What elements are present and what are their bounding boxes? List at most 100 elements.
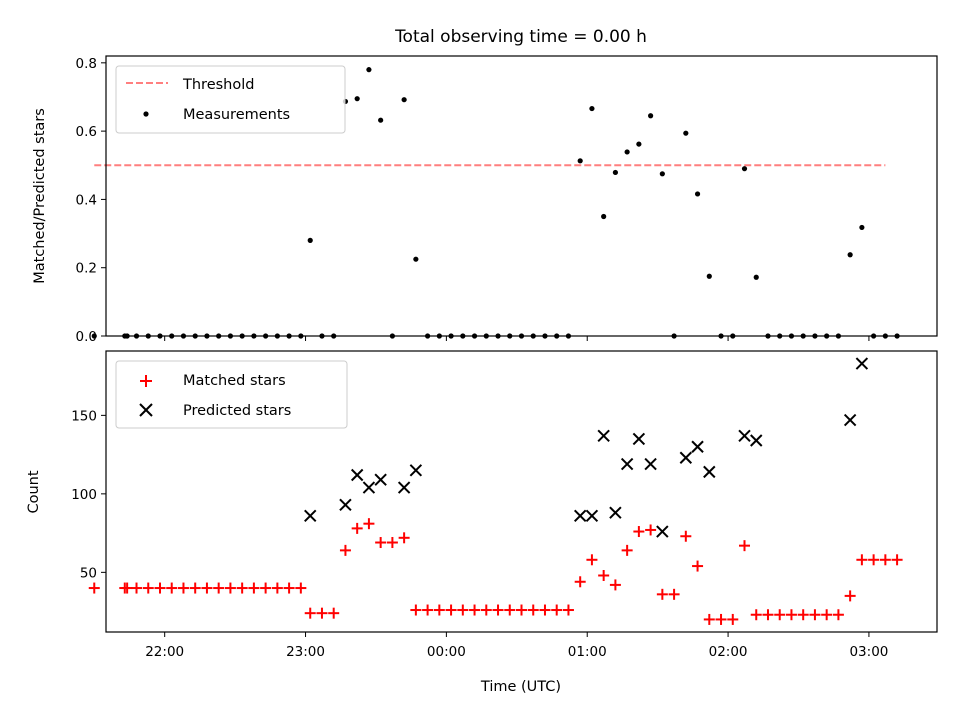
top-legend: Threshold Measurements: [115, 65, 346, 134]
matched-point: [609, 579, 621, 591]
matched-point: [762, 609, 774, 621]
predicted-point: [339, 498, 352, 512]
predicted-point: [409, 464, 423, 477]
predicted-point: [362, 481, 376, 494]
matched-point: [410, 604, 422, 616]
matched-point: [879, 554, 891, 566]
top-panel: 0.00.20.40.60.8 Matched/Predicted stars …: [32, 55, 938, 345]
measurement-point: [741, 166, 748, 172]
matched-point: [433, 604, 445, 616]
matched-point: [586, 554, 598, 566]
matched-point: [398, 532, 410, 544]
matched-point: [480, 604, 492, 616]
matched-point: [375, 537, 387, 549]
matched-point: [574, 576, 586, 588]
matched-point: [785, 609, 797, 621]
top-y-tick-label: 0.6: [76, 124, 97, 140]
predicted-point: [679, 451, 693, 464]
matched-point: [539, 604, 551, 616]
matched-point: [562, 604, 574, 616]
matched-point: [363, 518, 375, 530]
matched-point: [692, 560, 704, 572]
x-tick-label: 03:00: [849, 644, 888, 660]
matched-point: [142, 582, 154, 594]
matched-point: [189, 582, 201, 594]
predicted-point: [304, 509, 317, 523]
bottom-x-axis: 22:00 23:00 00:00 01:00 02:00 03:00: [145, 632, 888, 660]
x-tick-label: 22:00: [145, 644, 184, 660]
matched-point: [386, 537, 398, 549]
matched-point: [445, 604, 457, 616]
matched-point: [351, 522, 363, 534]
matched-point: [492, 604, 504, 616]
matched-point: [131, 582, 143, 594]
matched-point: [527, 604, 539, 616]
matched-point: [248, 582, 260, 594]
top-y-axis: 0.0 0.2 0.4 0.6 0.8: [76, 56, 106, 345]
x-tick-label: 23:00: [286, 644, 325, 660]
matched-point: [715, 613, 727, 625]
matched-point: [668, 588, 680, 600]
top-y-tick-label: 0.2: [76, 261, 97, 277]
measurement-point: [753, 274, 759, 280]
matched-point: [304, 607, 316, 619]
matched-point: [680, 530, 692, 542]
matched-point: [774, 609, 786, 621]
legend-predicted-label: Predicted stars: [183, 403, 291, 419]
matched-point: [154, 582, 166, 594]
matched-point: [504, 604, 516, 616]
top-y-axis-label: Matched/Predicted stars: [32, 108, 48, 284]
measurement-point: [589, 105, 595, 112]
matched-point: [422, 604, 434, 616]
predicted-point: [609, 506, 622, 519]
predicted-point: [585, 509, 599, 523]
x-axis-label: Time (UTC): [480, 679, 561, 695]
matched-point: [856, 554, 868, 566]
matched-point: [339, 544, 351, 556]
top-x-axis: [164, 336, 870, 341]
measurement-point: [624, 149, 630, 155]
measurement-point: [847, 252, 853, 258]
measurement-point: [612, 169, 618, 176]
x-tick-label: 02:00: [709, 644, 748, 660]
legend-predicted-swatch: [139, 403, 153, 417]
bottom-legend-box: [115, 360, 348, 429]
matched-point: [316, 607, 328, 619]
predicted-point: [350, 468, 364, 482]
matched-point: [797, 609, 809, 621]
top-y-tick-label: 0.4: [76, 192, 97, 208]
bottom-plot-data: [88, 357, 903, 625]
top-axes-frame: [105, 55, 938, 337]
predicted-point: [573, 509, 587, 523]
top-y-tick-label: 0.0: [76, 329, 97, 345]
matched-point: [516, 604, 527, 616]
matched-point: [868, 554, 880, 566]
measurement-point: [378, 117, 384, 123]
legend-matched-swatch: [140, 375, 152, 387]
bottom-y-tick-label: 50: [80, 565, 97, 581]
matched-point: [283, 582, 295, 594]
matched-point: [645, 524, 657, 536]
predicted-point: [632, 432, 646, 446]
legend-measurements-label: Measurements: [183, 107, 290, 123]
top-legend-box: [115, 65, 346, 134]
bottom-y-tick-label: 100: [71, 487, 97, 503]
measurement-point: [648, 113, 654, 119]
matched-point: [844, 590, 856, 602]
measurement-point: [601, 213, 607, 220]
predicted-point: [656, 525, 669, 538]
measurement-point: [859, 224, 865, 231]
matched-point: [201, 582, 213, 594]
bottom-y-axis: 50 100 150: [71, 408, 106, 581]
matched-point: [656, 588, 668, 600]
predicted-point: [691, 440, 704, 453]
measurement-point: [706, 273, 712, 279]
predicted-point: [750, 434, 763, 447]
bottom-y-axis-label: Count: [26, 470, 42, 513]
bottom-axes-frame: [105, 350, 938, 633]
top-y-tick-label: 0.8: [76, 56, 97, 72]
matched-point: [809, 609, 821, 621]
measurement-point: [413, 256, 419, 262]
